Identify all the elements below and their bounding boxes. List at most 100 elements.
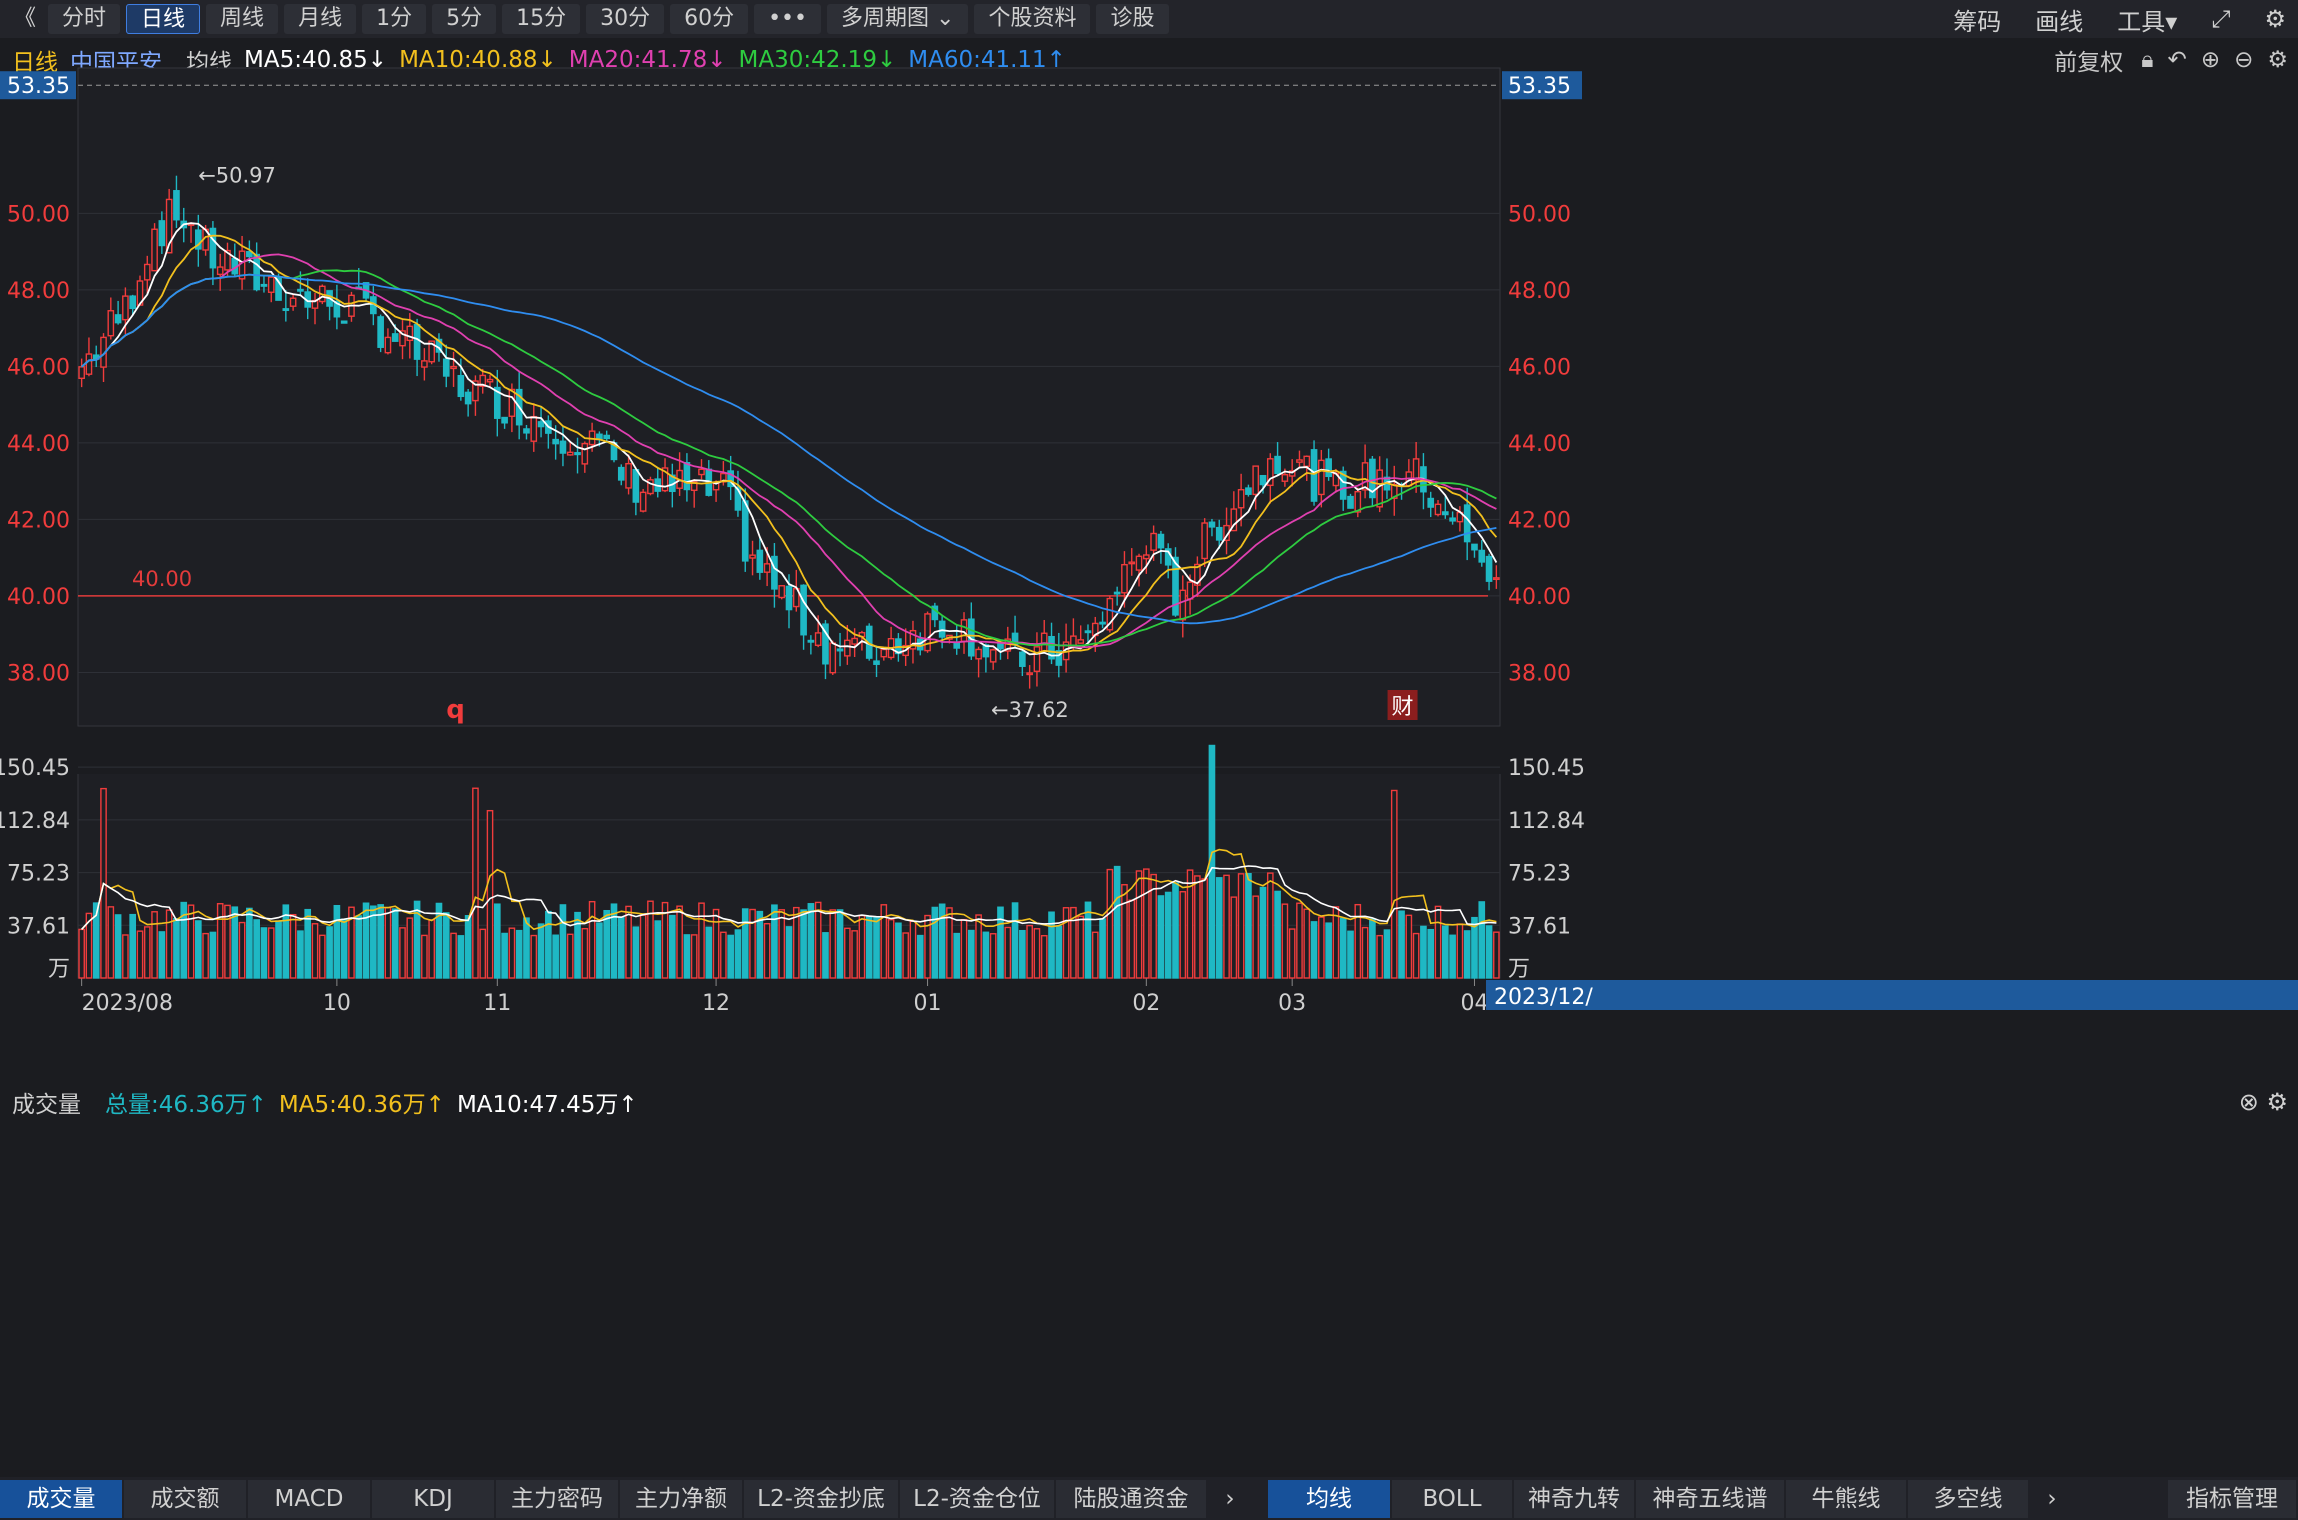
lock-icon[interactable]: 🔒︎ [2141, 47, 2154, 73]
tab-ma[interactable]: 均线 [1268, 1479, 1390, 1518]
period-tab-intraday[interactable]: 分时 [48, 4, 121, 34]
undo-icon[interactable]: ↶ [2167, 47, 2187, 73]
volume-bar [807, 903, 815, 979]
candle [421, 360, 428, 368]
candle [1040, 632, 1048, 652]
volume-bar [1230, 896, 1238, 979]
candle [566, 451, 574, 456]
candle [1310, 449, 1318, 502]
chip-button[interactable]: 筹码 [1953, 7, 2002, 36]
draw-line-button[interactable]: 画线 [2035, 7, 2084, 36]
volume-bar [1303, 908, 1311, 979]
volume-bar [1194, 875, 1201, 979]
diagnose-button[interactable]: 诊股 [1096, 4, 1169, 34]
tools-button[interactable]: 工具▾ [2117, 7, 2178, 36]
candle [778, 585, 786, 599]
candle [909, 629, 917, 650]
tab-td9[interactable]: 神奇九转 [1514, 1479, 1634, 1518]
tab-boll[interactable]: BOLL [1392, 1479, 1512, 1518]
toolbar-right: 筹码 画线 工具▾ ⤢ ⚙ [1953, 0, 2298, 38]
volume-bar [1215, 877, 1223, 979]
tab-five-lines[interactable]: 神奇五线谱 [1636, 1479, 1784, 1518]
volume-bar [552, 934, 559, 979]
tab-kdj[interactable]: KDJ [372, 1479, 494, 1518]
stock-info-button[interactable]: 个股资料 [974, 4, 1091, 34]
zoom-out-icon[interactable]: ⊖ [2234, 47, 2254, 73]
multi-period-button[interactable]: 多周期图 ⌄ [827, 4, 969, 34]
volume-bar [1135, 870, 1143, 979]
zoom-in-icon[interactable]: ⊕ [2200, 47, 2221, 73]
candle [552, 438, 559, 445]
candle [479, 374, 487, 387]
volume-bar [530, 934, 538, 979]
period-tab-monthly[interactable]: 月线 [284, 4, 357, 34]
volume-bar [92, 902, 100, 979]
volume-bar [187, 904, 195, 979]
volume-bar [749, 908, 756, 979]
more-periods-button[interactable]: ••• [754, 4, 822, 34]
kline-chart[interactable]: 50.00 50.00 48.00 48.00 46.00 46.00 44.00 44.00… [0, 0, 2298, 1477]
candle [1369, 458, 1376, 499]
candle [559, 440, 567, 454]
volume-legend-ma10: MA10:47.45万↑ [456, 1092, 638, 1118]
period-tab-60min[interactable]: 60分 [670, 4, 749, 34]
candle [297, 288, 304, 292]
period-tab-daily[interactable]: 日线 [126, 4, 201, 34]
back-icon[interactable]: 《 [14, 6, 37, 31]
chevron-right-icon[interactable]: › [1225, 1485, 1235, 1512]
period-tab-weekly[interactable]: 周线 [206, 4, 279, 34]
fullscreen-icon[interactable]: ⤢ [2211, 5, 2231, 33]
period-tab-30min[interactable]: 30分 [586, 4, 665, 34]
tab-long-short[interactable]: 多空线 [1908, 1479, 2028, 1518]
volume-bar [705, 926, 713, 979]
tab-volume[interactable]: 成交量 [0, 1479, 122, 1518]
volume-bar [318, 934, 326, 979]
tab-l2-position[interactable]: L2-资金仓位 [900, 1479, 1054, 1518]
candle [989, 649, 997, 663]
period-tab-15min[interactable]: 15分 [502, 4, 581, 34]
candle [450, 365, 457, 370]
tab-main-force-net[interactable]: 主力净额 [620, 1479, 742, 1518]
volume-bar [1055, 925, 1063, 979]
volume-bar [1281, 903, 1289, 979]
volume-bar [173, 918, 180, 979]
volume-tick-right: 150.45 [1508, 756, 1585, 781]
tab-macd[interactable]: MACD [248, 1479, 370, 1518]
period-tab-1min[interactable]: 1分 [362, 4, 427, 34]
chevron-right-icon[interactable]: › [2047, 1485, 2057, 1512]
adjust-button[interactable]: 前复权 [2054, 50, 2124, 76]
candle [406, 325, 414, 342]
candle [661, 467, 669, 492]
volume-bar [982, 931, 990, 979]
volume-bar [78, 928, 85, 979]
crosshair-label-right-bg [1502, 71, 1582, 100]
volume-bar [180, 901, 188, 979]
volume-bar [333, 904, 341, 979]
volume-bar [909, 920, 917, 979]
tab-main-force-code[interactable]: 主力密码 [496, 1479, 618, 1518]
volume-bar [129, 913, 137, 979]
settings-icon[interactable]: ⚙ [2264, 5, 2286, 33]
volume-bar [442, 912, 450, 979]
ma20-line [81, 253, 1497, 649]
close-volume-panel-icon[interactable]: ⊗ ⚙ [2238, 1088, 2288, 1116]
price-tick-left: 40.00 [7, 585, 70, 610]
period-tab-5min[interactable]: 5分 [432, 4, 497, 34]
settings-icon[interactable]: ⚙ [2267, 47, 2288, 73]
tab-turnover[interactable]: 成交额 [124, 1479, 246, 1518]
tab-northbound[interactable]: 陆股通资金 [1056, 1479, 1206, 1518]
candle [822, 623, 829, 665]
volume-legend: 成交量 总量:46.36万↑ MA5:40.36万↑ MA10:47.45万↑ [0, 1082, 638, 1122]
indicator-manage-button[interactable]: 指标管理 [2168, 1479, 2296, 1518]
volume-bar [406, 917, 414, 979]
tab-bull-bear[interactable]: 牛熊线 [1786, 1479, 1906, 1518]
volume-bar [391, 908, 399, 979]
volume-bar [311, 923, 319, 979]
volume-bar [267, 927, 275, 979]
candle [574, 452, 581, 456]
candle [617, 466, 625, 481]
candle [143, 263, 151, 281]
tab-l2-bottom[interactable]: L2-资金抄底 [744, 1479, 898, 1518]
volume-bar [1091, 931, 1099, 979]
candle [1033, 646, 1041, 672]
